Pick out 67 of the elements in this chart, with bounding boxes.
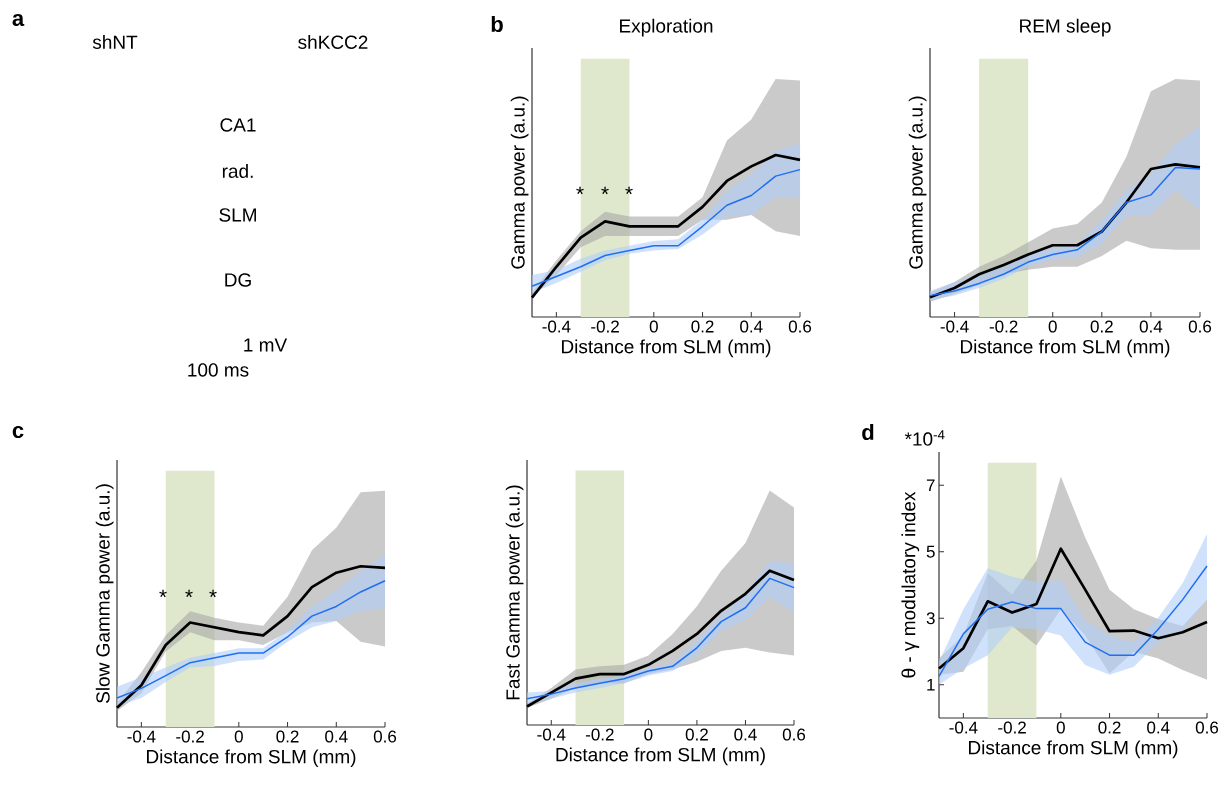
y-tick-label: 3 [926, 612, 935, 625]
text: d [862, 423, 874, 441]
x-tick-label: 0.4 [1139, 320, 1163, 333]
text: SLM [219, 208, 256, 222]
x-tick-label: -0.2 [989, 320, 1018, 333]
x-tick-label: -0.4 [949, 721, 978, 734]
line-series [937, 547, 1209, 670]
x-tick-label: -0.2 [176, 730, 204, 743]
x-tick-label: 0.2 [691, 320, 714, 333]
x-tick-label: 0.2 [276, 730, 299, 743]
y-axis-title: Slow Gamma power (a.u.) [95, 484, 114, 703]
x-tick-label: -0.4 [537, 728, 566, 741]
x-axis-title: Distance from SLM (mm) [556, 747, 765, 766]
y-axis-title: Fast Gamma power (a.u.) [505, 485, 524, 700]
chart-title: REM sleep [1020, 18, 1111, 37]
x-tick-label: 0.2 [685, 728, 708, 741]
annotation: * [625, 186, 633, 195]
x-tick-label: 0 [644, 728, 653, 741]
x-tick-label: -0.4 [542, 320, 571, 333]
x-tick-label: 0 [1048, 320, 1057, 333]
y-axis-title: θ - γ modulatory index [901, 491, 920, 678]
x-tick-label: 0.6 [788, 320, 812, 333]
x-axis-title: Distance from SLM (mm) [968, 740, 1178, 759]
x-tick-label: 0 [649, 320, 658, 333]
text: CA1 [220, 118, 256, 132]
x-tick-label: -0.2 [591, 320, 619, 333]
x-tick-label: 0 [1056, 721, 1065, 734]
annotation: * [601, 186, 609, 195]
x-tick-label: 0.6 [1195, 721, 1219, 734]
annotation: * [159, 589, 167, 598]
y-tick-label: 1 [927, 678, 935, 691]
text: DG [225, 273, 251, 287]
x-tick-label: -0.2 [585, 728, 614, 741]
y-axis-title: Gamma power (a.u.) [908, 96, 927, 269]
x-tick-label: 0.6 [1188, 320, 1212, 333]
text: *10$^{-4}$ [904, 430, 945, 446]
x-axis-title: Distance from SLM (mm) [561, 339, 771, 358]
x-tick-label: 0.2 [1098, 721, 1121, 734]
chart-title: Exploration [620, 18, 713, 37]
annotation: * [185, 589, 193, 598]
text: rad. [222, 164, 253, 178]
text: a [12, 13, 25, 27]
x-axis-title: Distance from SLM (mm) [146, 749, 356, 768]
line-series [938, 565, 1208, 678]
x-tick-label: 0 [234, 730, 243, 743]
text: b [491, 15, 503, 33]
x-axis-title: Distance from SLM (mm) [960, 339, 1170, 358]
x-tick-label: 0.6 [373, 730, 397, 743]
text: 1 mV [244, 338, 288, 352]
x-tick-label: -0.4 [127, 730, 156, 743]
text: c [12, 425, 24, 439]
y-axis-title: Gamma power (a.u.) [510, 96, 529, 269]
x-tick-label: 0.4 [734, 728, 757, 741]
y-tick-label: 5 [926, 545, 935, 558]
annotation: * [576, 186, 584, 195]
x-tick-label: 0.4 [1147, 721, 1170, 734]
x-tick-label: 0.4 [325, 730, 348, 743]
text: shKCC2 [298, 35, 368, 49]
x-tick-label: 0.4 [740, 320, 763, 333]
y-tick-label: 7 [926, 479, 935, 492]
x-tick-label: 0.2 [1090, 320, 1113, 333]
x-tick-label: -0.2 [998, 721, 1026, 734]
annotation: * [209, 589, 217, 598]
text: 100 ms [188, 363, 249, 377]
text: shNT [92, 35, 138, 49]
x-tick-label: -0.4 [940, 320, 969, 333]
x-tick-label: 0.6 [782, 728, 806, 741]
